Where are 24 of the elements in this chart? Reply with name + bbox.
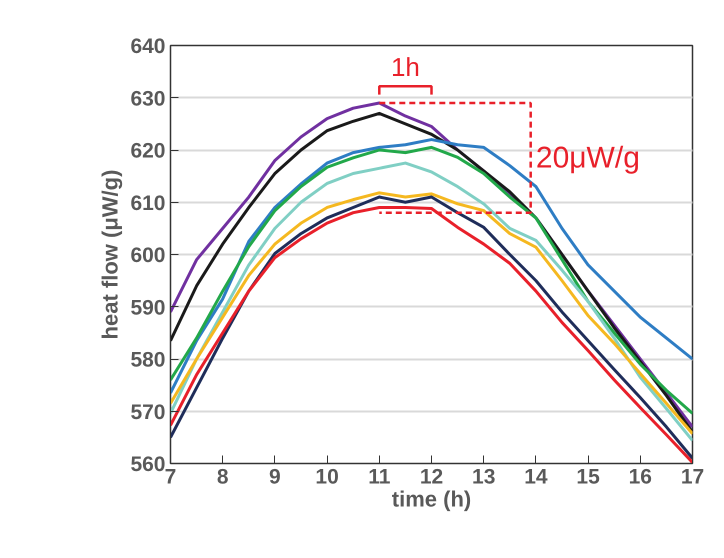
- y-tick-label: 590: [130, 296, 166, 320]
- x-tick-label: 9: [269, 466, 281, 488]
- x-tick-label: 7: [164, 466, 176, 488]
- x-tick-label: 12: [420, 466, 444, 488]
- y-tick-label: 630: [130, 87, 166, 110]
- annotation: 1h: [390, 52, 420, 82]
- y-tick-label: 580: [130, 348, 166, 372]
- x-tick-label: 10: [315, 466, 339, 488]
- x-tick-label: 14: [524, 466, 548, 488]
- y-tick-label: 610: [130, 192, 166, 215]
- y-tick-label: 570: [130, 400, 166, 424]
- x-axis-title: time (h): [392, 486, 472, 512]
- x-tick-label: 8: [216, 466, 229, 488]
- y-tick-label: 640: [130, 35, 166, 58]
- x-tick-label: 16: [628, 466, 652, 488]
- x-tick-label: 17: [680, 466, 704, 488]
- x-tick-label: 11: [368, 466, 391, 488]
- annotation: 20μW/g: [536, 141, 640, 174]
- x-tick-label: 15: [576, 466, 600, 488]
- x-tick-label: 13: [472, 466, 496, 488]
- y-axis-title: heat flow (μW/g): [97, 170, 122, 340]
- y-tick-label: 620: [130, 140, 166, 162]
- y-tick-label: 560: [130, 453, 166, 476]
- y-tick-label: 600: [130, 244, 166, 267]
